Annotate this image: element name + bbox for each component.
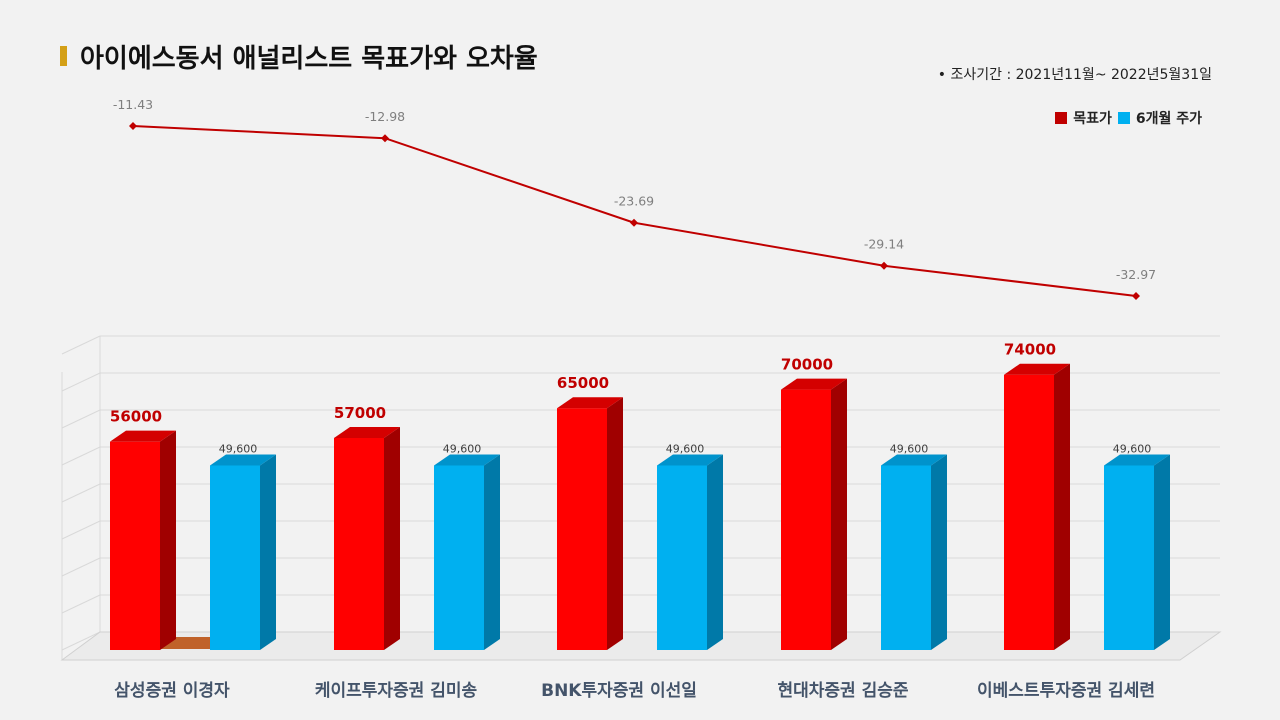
price-value-label: 49,600 <box>219 442 258 455</box>
target-bar-side <box>1054 363 1070 650</box>
error-rate-label: -32.97 <box>1116 267 1156 282</box>
target-bar-side <box>160 430 176 650</box>
price-value-label: 49,600 <box>890 442 929 455</box>
error-rate-label: -23.69 <box>614 194 654 209</box>
price-bar-top <box>434 454 500 466</box>
price-bar <box>210 454 276 650</box>
gridline-depth <box>61 483 101 503</box>
target-value-label: 70000 <box>781 356 833 374</box>
target-bar-top <box>1004 363 1070 375</box>
price-bar-side <box>484 454 500 650</box>
price-bar-front <box>434 465 484 650</box>
error-rate-point <box>381 134 389 143</box>
price-bar-top <box>881 454 947 466</box>
legend-swatch-target <box>1055 112 1068 124</box>
target-bar-side <box>831 378 847 650</box>
gridline-depth <box>61 335 101 355</box>
legend-item-target: 목표가 <box>1055 108 1112 128</box>
price-bar-front <box>881 465 931 650</box>
target-bar-side <box>384 426 400 650</box>
price-bar-side <box>931 454 947 650</box>
gridline-depth <box>61 594 101 614</box>
error-rate-point <box>880 261 888 270</box>
legend-swatch-price <box>1117 112 1130 124</box>
price-bar <box>881 454 947 650</box>
price-bar-side <box>1154 454 1170 650</box>
target-bar-front <box>1004 374 1054 650</box>
error-rate-label: -11.43 <box>113 97 153 112</box>
gridline-depth <box>61 409 101 429</box>
price-bar-side <box>260 454 276 650</box>
price-value-label: 49,600 <box>666 442 705 455</box>
target-bar-front <box>334 437 384 650</box>
legend-label-price: 6개월 주가 <box>1135 111 1202 127</box>
category-label: 케이프투자증권 김미송 <box>315 681 478 701</box>
price-bar-side <box>707 454 723 650</box>
target-bar-side <box>607 397 623 650</box>
category-label: BNK투자증권 이선일 <box>541 681 697 701</box>
target-bar <box>781 378 847 650</box>
price-bar-front <box>210 465 260 650</box>
price-bar-top <box>1104 454 1170 466</box>
error-rate-label: -12.98 <box>365 109 405 124</box>
survey-period-note: • 조사기간 : 2021년11월~ 2022년5월31일 <box>937 67 1212 83</box>
error-rate-point <box>1132 291 1140 300</box>
error-rate-label: -29.14 <box>864 237 904 252</box>
page-title: 아이에스동서 애널리스트 목표가와 오차율 <box>80 44 538 74</box>
target-bar <box>110 430 176 650</box>
target-bar <box>1004 363 1070 650</box>
target-bar <box>557 397 623 650</box>
target-bar-top <box>110 430 176 442</box>
title-accent-bar <box>60 46 67 66</box>
gridline-depth <box>61 520 101 540</box>
error-rate-line <box>132 125 1137 297</box>
target-value-label: 65000 <box>557 374 609 392</box>
price-bar <box>1104 454 1170 650</box>
target-bar-top <box>781 378 847 390</box>
error-rate-point <box>129 122 137 130</box>
price-bar-front <box>657 465 707 650</box>
price-bar-top <box>657 454 723 466</box>
target-bar-top <box>334 426 400 438</box>
legend-item-price: 6개월 주가 <box>1117 108 1202 128</box>
price-value-label: 49,600 <box>1113 442 1152 455</box>
target-bar-front <box>781 389 831 650</box>
price-bar-front <box>1104 465 1154 650</box>
price-bar <box>657 454 723 650</box>
target-value-label: 57000 <box>334 404 386 422</box>
price-bar-top <box>210 454 276 466</box>
price-bar <box>434 454 500 650</box>
gridline-depth <box>61 372 101 392</box>
target-value-label: 56000 <box>110 408 162 426</box>
category-label: 현대차증권 김승준 <box>777 681 908 701</box>
chart-legend: 목표가 6개월 주가 <box>1055 108 1202 128</box>
target-bar-front <box>557 408 607 650</box>
category-label: 이베스트투자증권 김세련 <box>977 681 1155 701</box>
price-value-label: 49,600 <box>443 442 482 455</box>
target-value-label: 74000 <box>1004 341 1056 359</box>
target-bar-top <box>557 397 623 409</box>
category-label: 삼성증권 이경자 <box>114 681 230 701</box>
target-bar-front <box>110 441 160 650</box>
target-bar <box>334 426 400 650</box>
gridline-depth <box>61 631 101 651</box>
error-rate-point <box>630 218 638 227</box>
legend-label-target: 목표가 <box>1073 111 1112 127</box>
gridline-depth <box>61 446 101 466</box>
gridline-depth <box>61 557 101 577</box>
